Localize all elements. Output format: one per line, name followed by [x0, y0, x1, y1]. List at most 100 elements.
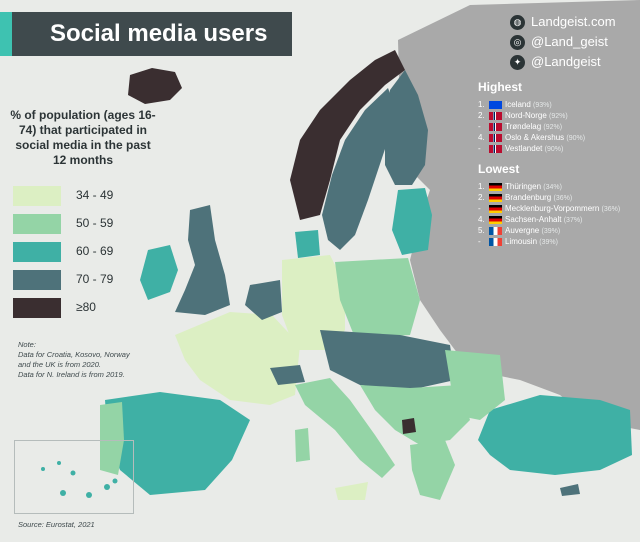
note-line: and the UK is from 2020. [18, 360, 101, 369]
norway-flag-icon [489, 111, 502, 120]
rank-name: Auvergne [505, 226, 540, 235]
sardinia [295, 428, 310, 462]
rank-value: (90%) [544, 146, 564, 153]
italy [295, 378, 395, 478]
legend-swatch [13, 186, 61, 206]
rank-value: (36%) [553, 195, 573, 202]
legend-title: % of population (ages 16-74) that partic… [10, 108, 156, 167]
norway-flag-icon [489, 133, 502, 142]
rank-name: Vestlandet [505, 144, 543, 153]
legend-swatch [13, 242, 61, 262]
website-label: Landgeist.com [531, 14, 616, 29]
note-line: Data for N. Ireland is from 2019. [18, 370, 125, 379]
france [175, 312, 300, 405]
france-flag-icon [489, 226, 502, 235]
rank-value: (92%) [543, 124, 563, 131]
legend-swatch [13, 214, 61, 234]
no-data-region [398, 0, 640, 430]
rank-name: Limousin [505, 237, 538, 246]
map-title: Social media users [50, 20, 268, 47]
twitter-icon: ✦ [510, 55, 525, 71]
legend-label: 34 - 49 [76, 188, 114, 202]
rank-value: (39%) [539, 239, 558, 246]
rank-row: 4. Oslo & Akershus (90%) [478, 132, 585, 143]
note-line: Note: [18, 340, 36, 349]
highest-ranking: Highest 1. Iceland (93%) 2. Nord-Norge (92… [478, 80, 585, 154]
legend-swatch [13, 270, 61, 290]
rank-row: 5. Auvergne (39%) [478, 225, 620, 236]
cyprus [560, 484, 580, 496]
norway-flag-icon [489, 144, 502, 153]
globe-icon: ◍ [510, 15, 525, 31]
rank-row: 2. Nord-Norge (92%) [478, 110, 585, 121]
rank-row: 1. Iceland (93%) [478, 99, 585, 110]
rank-row: 1. Thüringen (34%) [478, 181, 620, 192]
sicily [335, 482, 368, 500]
title-bar: Social media users [0, 12, 292, 56]
inset-map [41, 461, 118, 498]
germany-flag-icon [489, 193, 502, 202]
rank-row: 4. Sachsen-Anhalt (37%) [478, 214, 620, 225]
title-accent [0, 12, 12, 56]
germany-flag-icon [489, 204, 502, 213]
note-line: Data for Croatia, Kosovo, Norway [18, 350, 130, 359]
instagram-icon: ◎ [510, 35, 525, 51]
twitter-label: @Landgeist [531, 54, 601, 69]
germany-flag-icon [489, 215, 502, 224]
rank-name: Brandenburg [505, 193, 552, 202]
rank-name: Oslo & Akershus [505, 133, 565, 142]
website-link[interactable]: ◍ Landgeist.com [510, 14, 616, 31]
portugal [100, 402, 124, 475]
rank-value: (93%) [533, 102, 552, 109]
source-note: Source: Eurostat, 2021 [18, 520, 95, 529]
rank-number: - [478, 122, 481, 131]
rank-number: 5. [478, 226, 485, 235]
sweden [322, 88, 396, 250]
spain [105, 392, 250, 495]
rank-name: Trøndelag [505, 122, 542, 131]
kosovo [402, 418, 416, 434]
iceland [128, 68, 182, 104]
united-kingdom [175, 205, 230, 315]
twitter-link[interactable]: ✦ @Landgeist [510, 54, 601, 71]
note: Note: Data for Croatia, Kosovo, Norway a… [18, 340, 130, 380]
rank-number: 2. [478, 111, 485, 120]
rank-value: (90%) [566, 135, 586, 142]
poland [335, 258, 420, 338]
rank-name: Mecklenburg-Vorpommern [505, 204, 600, 213]
legend-swatch [13, 298, 61, 318]
rank-number: 4. [478, 215, 485, 224]
rank-name: Thüringen [505, 182, 542, 191]
rank-value: (92%) [549, 113, 568, 120]
ireland [140, 245, 178, 300]
iceland-flag-icon [489, 100, 502, 109]
rank-name: Sachsen-Anhalt [505, 215, 562, 224]
rank-row: - Vestlandet (90%) [478, 143, 585, 154]
rank-name: Nord-Norge [505, 111, 547, 120]
rank-number: - [478, 144, 481, 153]
switzerland [270, 365, 305, 385]
rank-number: - [478, 237, 481, 246]
rank-value: (36%) [601, 206, 621, 213]
instagram-link[interactable]: ◎ @Land_geist [510, 34, 608, 51]
rank-number: 1. [478, 182, 485, 191]
balkans [360, 385, 470, 445]
romania-bulgaria [445, 350, 505, 420]
finland [385, 70, 428, 185]
rank-row: - Trøndelag (92%) [478, 121, 585, 132]
denmark [295, 230, 320, 258]
norway [290, 50, 405, 220]
instagram-label: @Land_geist [531, 34, 608, 49]
rank-number: - [478, 204, 481, 213]
rank-value: (39%) [541, 228, 561, 235]
rank-row: 2. Brandenburg (36%) [478, 192, 620, 203]
highest-heading: Highest [478, 80, 523, 94]
legend-label: 70 - 79 [76, 272, 114, 286]
rank-row: - Mecklenburg-Vorpommern (36%) [478, 203, 620, 214]
legend-label: ≥80 [76, 300, 96, 314]
lowest-heading: Lowest [478, 162, 520, 176]
canary-islands-inset [14, 440, 134, 514]
norway-flag-icon [489, 122, 502, 131]
benelux [245, 280, 282, 320]
